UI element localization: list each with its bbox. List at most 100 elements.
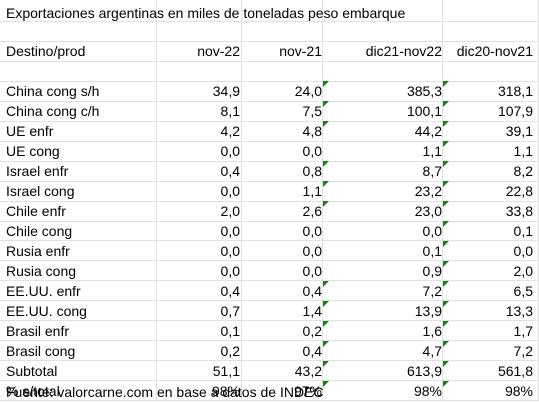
cell-dic21-nov22: 44,2 (414, 123, 442, 139)
cell-nov-22: 0,4 (220, 283, 240, 299)
cell-nov-21: 7,5 (302, 103, 322, 119)
cell-destino: China cong c/h (6, 103, 100, 119)
comment-flag-icon (323, 341, 329, 347)
cell-dic20-nov21: 0,0 (513, 243, 533, 259)
cell-nov-22: 0,2 (220, 343, 240, 359)
cell-nov-22: 0,0 (220, 143, 240, 159)
table-row: % s/total 98% 97% 98% 98% (0, 381, 539, 401)
column-gridline (241, 0, 242, 400)
cell-dic21-nov22: 1,1 (422, 143, 442, 159)
cell-nov-22: 8,1 (220, 103, 240, 119)
comment-flag-icon (443, 81, 449, 87)
comment-flag-icon (323, 381, 329, 387)
table-row: Brasil enfr 0,1 0,2 1,6 1,7 (0, 321, 539, 341)
cell-nov-22: 0,0 (220, 243, 240, 259)
table-row: Subtotal 51,1 43,2 613,9 561,8 (0, 361, 539, 381)
cell-nov-21: 43,2 (294, 363, 322, 379)
cell-nov-21: 0,0 (302, 243, 322, 259)
cell-nov-21: 0,2 (302, 323, 322, 339)
cell-destino: Rusia cong (6, 263, 77, 279)
cell-destino: UE enfr (6, 123, 54, 139)
table-row: UE cong 0,0 0,0 1,1 1,1 (0, 141, 539, 161)
cell-destino: EE.UU. cong (6, 303, 87, 319)
cell-nov-22: 0,0 (220, 223, 240, 239)
row-gridline (0, 280, 539, 281)
cell-nov-22: 98% (211, 383, 240, 399)
cell-dic20-nov21: 6,5 (513, 283, 533, 299)
source-footer: Fuente: valorcarne.com en base a datos d… (6, 384, 324, 400)
cell-destino: UE cong (6, 143, 60, 159)
comment-flag-icon (443, 261, 449, 267)
comment-flag-icon (443, 221, 449, 227)
row-gridline (0, 320, 539, 321)
table-row: Rusia cong 0,0 0,0 0,9 2,0 (0, 261, 539, 281)
cell-dic20-nov21: 318,1 (497, 83, 533, 99)
cell-nov-21: 4,8 (302, 123, 322, 139)
header-dic21-nov22: dic21-nov22 (365, 43, 442, 59)
cell-destino: Rusia enfr (6, 243, 70, 259)
cell-dic20-nov21: 8,2 (513, 163, 533, 179)
row-gridline (0, 21, 539, 22)
cell-destino: Israel cong (6, 183, 75, 199)
row-gridline (0, 201, 539, 202)
table-row: Chile cong 0,0 0,0 0,0 0,1 (0, 221, 539, 241)
comment-flag-icon (323, 101, 329, 107)
cell-nov-22: 51,1 (212, 363, 240, 379)
cell-destino: Subtotal (6, 363, 58, 379)
cell-nov-22: 2,0 (220, 203, 240, 219)
comment-flag-icon (323, 321, 329, 327)
comment-flag-icon (443, 381, 449, 387)
cell-dic20-nov21: 2,0 (513, 263, 533, 279)
cell-nov-22: 0,7 (220, 303, 240, 319)
cell-nov-21: 0,8 (302, 163, 322, 179)
cell-dic20-nov21: 107,9 (497, 103, 533, 119)
cell-dic21-nov22: 0,0 (422, 223, 442, 239)
comment-flag-icon (323, 281, 329, 287)
table-row: Rusia enfr 0,0 0,0 0,1 0,0 (0, 241, 539, 261)
table-row: Israel cong 0,0 1,1 23,2 22,8 (0, 181, 539, 201)
table-row: UE enfr 4,2 4,8 44,2 39,1 (0, 121, 539, 141)
cell-nov-21: 0,0 (302, 143, 322, 159)
row-gridline (0, 181, 539, 182)
row-gridline (0, 240, 539, 241)
comment-flag-icon (443, 121, 449, 127)
cell-dic21-nov22: 8,7 (422, 163, 442, 179)
comment-flag-icon (323, 301, 329, 307)
cell-nov-21: 0,4 (302, 283, 322, 299)
row-gridline (0, 41, 539, 42)
cell-destino: % s/total (6, 383, 60, 399)
header-nov-22: nov-22 (197, 43, 240, 59)
row-gridline (0, 161, 539, 162)
cell-dic21-nov22: 7,2 (422, 283, 442, 299)
comment-flag-icon (443, 141, 449, 147)
comment-flag-icon (323, 81, 329, 87)
cell-nov-21: 97% (293, 383, 322, 399)
cell-dic21-nov22: 4,7 (422, 343, 442, 359)
comment-flag-icon (443, 361, 449, 367)
cell-dic21-nov22: 98% (413, 383, 442, 399)
comment-flag-icon (443, 241, 449, 247)
cell-dic21-nov22: 613,9 (406, 363, 442, 379)
row-gridline (0, 260, 539, 261)
cell-dic20-nov21: 1,7 (513, 323, 533, 339)
header-nov-21: nov-21 (279, 43, 322, 59)
comment-flag-icon (443, 101, 449, 107)
column-gridline (156, 0, 157, 400)
cell-destino: Brasil cong (6, 343, 76, 359)
cell-destino: Israel enfr (6, 163, 69, 179)
cell-nov-21: 1,1 (302, 183, 322, 199)
cell-dic20-nov21: 0,1 (513, 223, 533, 239)
cell-nov-22: 0,4 (220, 163, 240, 179)
cell-destino: EE.UU. enfr (6, 283, 81, 299)
cell-destino: China cong s/h (6, 83, 100, 99)
table-row: China cong s/h 34,9 24,0 385,3 318,1 (0, 81, 539, 101)
table-row: Brasil cong 0,2 0,4 4,7 7,2 (0, 341, 539, 361)
cell-dic20-nov21: 33,8 (505, 203, 533, 219)
table-row: China cong c/h 8,1 7,5 100,1 107,9 (0, 101, 539, 121)
cell-nov-22: 0,0 (220, 183, 240, 199)
comment-flag-icon (443, 181, 449, 187)
cell-destino: Brasil enfr (6, 323, 70, 339)
cell-nov-21: 0,4 (302, 343, 322, 359)
header-dic20-nov21: dic20-nov21 (456, 43, 533, 59)
cell-dic20-nov21: 22,8 (505, 183, 533, 199)
